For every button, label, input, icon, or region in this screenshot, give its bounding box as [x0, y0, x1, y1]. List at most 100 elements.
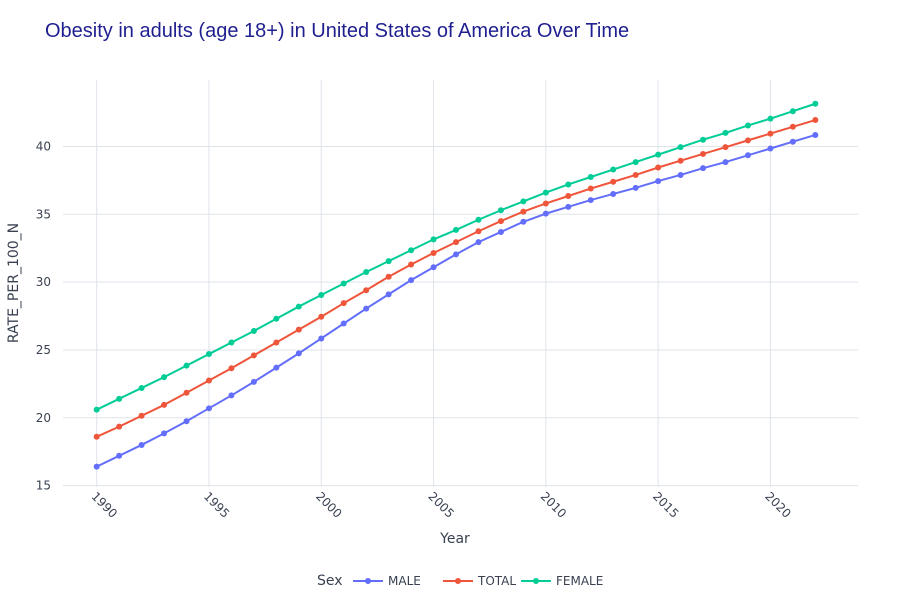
data-point-total — [363, 287, 370, 294]
data-point-total — [677, 157, 684, 164]
data-point-female — [475, 216, 482, 223]
data-point-male — [767, 145, 774, 152]
legend-label-male: MALE — [388, 574, 421, 588]
data-point-male — [273, 364, 280, 371]
data-point-female — [542, 189, 549, 196]
data-point-male — [408, 277, 415, 284]
series-male — [93, 131, 819, 470]
x-tick-label: 2015 — [650, 489, 681, 520]
legend: Sex MALE TOTAL FEMALE — [317, 573, 603, 589]
data-point-female — [722, 129, 729, 136]
legend-marker-total — [455, 578, 461, 584]
data-point-male — [318, 335, 325, 342]
data-point-male — [542, 210, 549, 217]
data-point-female — [318, 292, 325, 299]
data-point-total — [250, 352, 257, 359]
data-point-total — [520, 208, 527, 215]
data-point-total — [453, 239, 460, 246]
data-point-male — [812, 131, 819, 138]
y-tick-label: 15 — [36, 479, 51, 493]
data-point-total — [497, 218, 504, 225]
data-point-total — [228, 365, 235, 372]
legend-title: Sex — [317, 573, 343, 589]
data-point-female — [363, 268, 370, 275]
chart-title: Obesity in adults (age 18+) in United St… — [45, 20, 630, 42]
data-point-total — [408, 261, 415, 268]
data-point-male — [475, 239, 482, 246]
y-tick-label: 30 — [36, 275, 51, 289]
data-point-female — [408, 247, 415, 254]
data-point-female — [138, 384, 145, 391]
data-point-female — [520, 198, 527, 205]
legend-label-female: FEMALE — [556, 574, 603, 588]
data-point-female — [610, 166, 617, 173]
data-point-total — [430, 249, 437, 256]
series-line-male — [96, 133, 816, 468]
data-point-female — [744, 122, 751, 129]
data-point-male — [655, 178, 662, 185]
y-tick-label: 20 — [36, 411, 51, 425]
data-point-female — [565, 181, 572, 188]
data-point-male — [587, 197, 594, 204]
legend-item-male: MALE — [353, 574, 421, 588]
data-point-total — [744, 137, 751, 144]
data-point-total — [722, 144, 729, 151]
data-point-male — [520, 218, 527, 225]
data-point-female — [430, 236, 437, 243]
data-point-male — [116, 452, 123, 459]
data-point-total — [700, 150, 707, 157]
x-axis-title: Year — [439, 531, 470, 547]
data-point-male — [385, 291, 392, 298]
x-tick-label: 2020 — [762, 489, 793, 520]
legend-item-total: TOTAL — [443, 574, 516, 588]
data-point-male — [205, 405, 212, 412]
x-tick-label: 1990 — [89, 489, 120, 520]
data-point-male — [789, 138, 796, 145]
x-tick-label: 2005 — [425, 489, 456, 520]
data-point-total — [789, 123, 796, 130]
data-point-total — [812, 117, 819, 124]
data-point-female — [340, 280, 347, 287]
data-point-female — [273, 315, 280, 322]
x-tick-label: 2010 — [538, 489, 569, 520]
data-point-male — [700, 165, 707, 172]
data-point-male — [430, 264, 437, 271]
data-point-total — [340, 300, 347, 307]
y-axis-title: RATE_PER_100_N — [6, 223, 22, 343]
data-point-male — [363, 305, 370, 312]
data-point-total — [273, 339, 280, 346]
data-point-total — [116, 423, 123, 430]
data-point-total — [295, 326, 302, 333]
data-point-female — [228, 339, 235, 346]
x-tick-label: 2000 — [313, 489, 344, 520]
data-point-total — [655, 164, 662, 171]
data-point-male — [677, 171, 684, 178]
data-point-female — [812, 100, 819, 107]
data-point-female — [700, 136, 707, 143]
data-point-female — [497, 207, 504, 214]
data-point-male — [183, 418, 190, 425]
y-tick-label: 40 — [36, 139, 51, 153]
data-point-total — [161, 401, 168, 408]
series-layer — [93, 100, 819, 470]
data-point-female — [295, 303, 302, 310]
data-point-total — [610, 178, 617, 185]
data-point-total — [183, 389, 190, 396]
axis-layer: 1990 1995 2000 2005 2010 2015 2020 15 20 25 30 35 40 — [36, 139, 794, 520]
data-point-male — [93, 463, 100, 470]
data-point-total — [542, 200, 549, 207]
data-point-female — [632, 159, 639, 166]
data-point-male — [632, 184, 639, 191]
data-point-female — [385, 258, 392, 265]
data-point-total — [138, 412, 145, 419]
grid-layer — [63, 80, 858, 487]
data-point-female — [205, 351, 212, 358]
data-point-total — [318, 313, 325, 320]
data-point-female — [161, 374, 168, 381]
data-point-male — [722, 159, 729, 166]
series-female — [93, 100, 819, 413]
data-point-female — [453, 226, 460, 233]
data-point-male — [161, 430, 168, 437]
data-point-female — [587, 174, 594, 181]
